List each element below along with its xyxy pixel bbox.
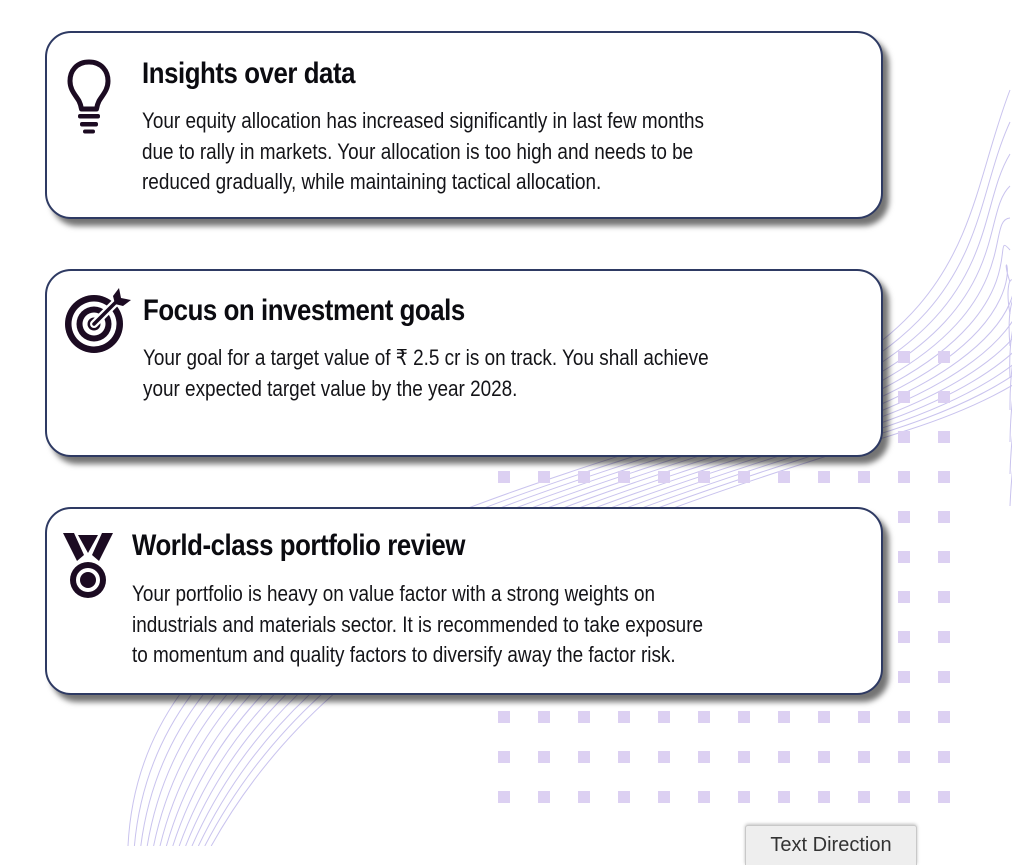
background-arc-line	[133, 121, 1011, 846]
target-icon	[65, 288, 131, 353]
background-dot	[618, 751, 630, 763]
background-dot	[938, 791, 950, 803]
text-direction-button[interactable]: Text Direction	[745, 825, 917, 865]
insight-card-portfolio: World-class portfolio review Your portfo…	[45, 507, 883, 695]
background-dot	[898, 431, 910, 443]
card-text-line: your expected target value by the year 2…	[143, 375, 518, 401]
background-dot	[938, 351, 950, 363]
card-text-line: Your portfolio is heavy on value factor …	[132, 581, 656, 606]
card-description: Your equity allocation has increased sig…	[142, 106, 704, 198]
background-dot	[578, 751, 590, 763]
background-dot	[898, 711, 910, 723]
insight-card-goals: Focus on investment goals Your goal for …	[45, 269, 883, 457]
background-dot	[778, 471, 790, 483]
background-dot	[938, 751, 950, 763]
background-arc-line	[140, 153, 1011, 846]
background-dot	[898, 591, 910, 603]
background-dot	[778, 791, 790, 803]
background-dot	[738, 711, 750, 723]
background-dot	[658, 751, 670, 763]
background-dot	[498, 751, 510, 763]
lightbulb-icon	[67, 59, 111, 134]
background-dot	[818, 471, 830, 483]
background-dot	[538, 711, 550, 723]
background-dot	[898, 551, 910, 563]
background-dot	[898, 671, 910, 683]
background-dot	[578, 791, 590, 803]
background-dot	[898, 351, 910, 363]
background-dot	[858, 471, 870, 483]
background-dot	[658, 711, 670, 723]
background-dot	[898, 751, 910, 763]
background-dot	[538, 471, 550, 483]
background-dot	[658, 791, 670, 803]
background-dot	[738, 751, 750, 763]
background-dot	[898, 511, 910, 523]
card-description: Your goal for a target value of ₹ 2.5 cr…	[143, 343, 709, 404]
card-text-line: reduced gradually, while maintaining tac…	[142, 169, 602, 194]
background-dot	[858, 751, 870, 763]
background-dot	[578, 711, 590, 723]
background-dot	[938, 591, 950, 603]
card-title: Insights over data	[142, 57, 356, 90]
background-dot	[858, 791, 870, 803]
background-dot	[938, 631, 950, 643]
card-text-line: to momentum and quality factors to diver…	[132, 642, 676, 667]
background-dot	[938, 391, 950, 403]
card-description: Your portfolio is heavy on value factor …	[132, 579, 703, 671]
card-text-line: industrials and materials sector. It is …	[132, 611, 704, 637]
medal-icon	[63, 533, 113, 598]
background-dot	[698, 711, 710, 723]
insight-card-data: Insights over data Your equity allocatio…	[45, 31, 883, 219]
background-dot	[818, 751, 830, 763]
background-dot	[938, 431, 950, 443]
background-dot	[738, 791, 750, 803]
background-dot	[738, 471, 750, 483]
background-dot	[818, 791, 830, 803]
card-title: Focus on investment goals	[143, 294, 465, 327]
background-dot	[538, 751, 550, 763]
background-dot	[658, 471, 670, 483]
background-dot	[538, 791, 550, 803]
background-dot	[898, 391, 910, 403]
card-text-line: Your equity allocation has increased sig…	[142, 108, 704, 133]
background-dot	[858, 711, 870, 723]
card-title: World-class portfolio review	[132, 529, 465, 562]
background-dot	[498, 791, 510, 803]
background-dot	[938, 711, 950, 723]
background-dot	[498, 471, 510, 483]
background-dot	[498, 711, 510, 723]
background-dot	[698, 471, 710, 483]
background-dot	[618, 791, 630, 803]
background-dot	[938, 551, 950, 563]
background-dot	[818, 711, 830, 723]
background-dot	[618, 471, 630, 483]
background-dot	[938, 511, 950, 523]
background-dot	[778, 711, 790, 723]
background-dot	[938, 471, 950, 483]
card-text-line: Your goal for a target value of ₹ 2.5 cr…	[143, 345, 709, 370]
background-dot	[618, 711, 630, 723]
background-dot	[938, 671, 950, 683]
background-dot	[898, 471, 910, 483]
card-text-line: due to rally in markets. Your allocation…	[142, 138, 694, 164]
background-dot	[898, 631, 910, 643]
background-dot	[698, 751, 710, 763]
background-dot	[778, 751, 790, 763]
background-dot	[578, 471, 590, 483]
background-dot	[698, 791, 710, 803]
background-dot	[898, 791, 910, 803]
